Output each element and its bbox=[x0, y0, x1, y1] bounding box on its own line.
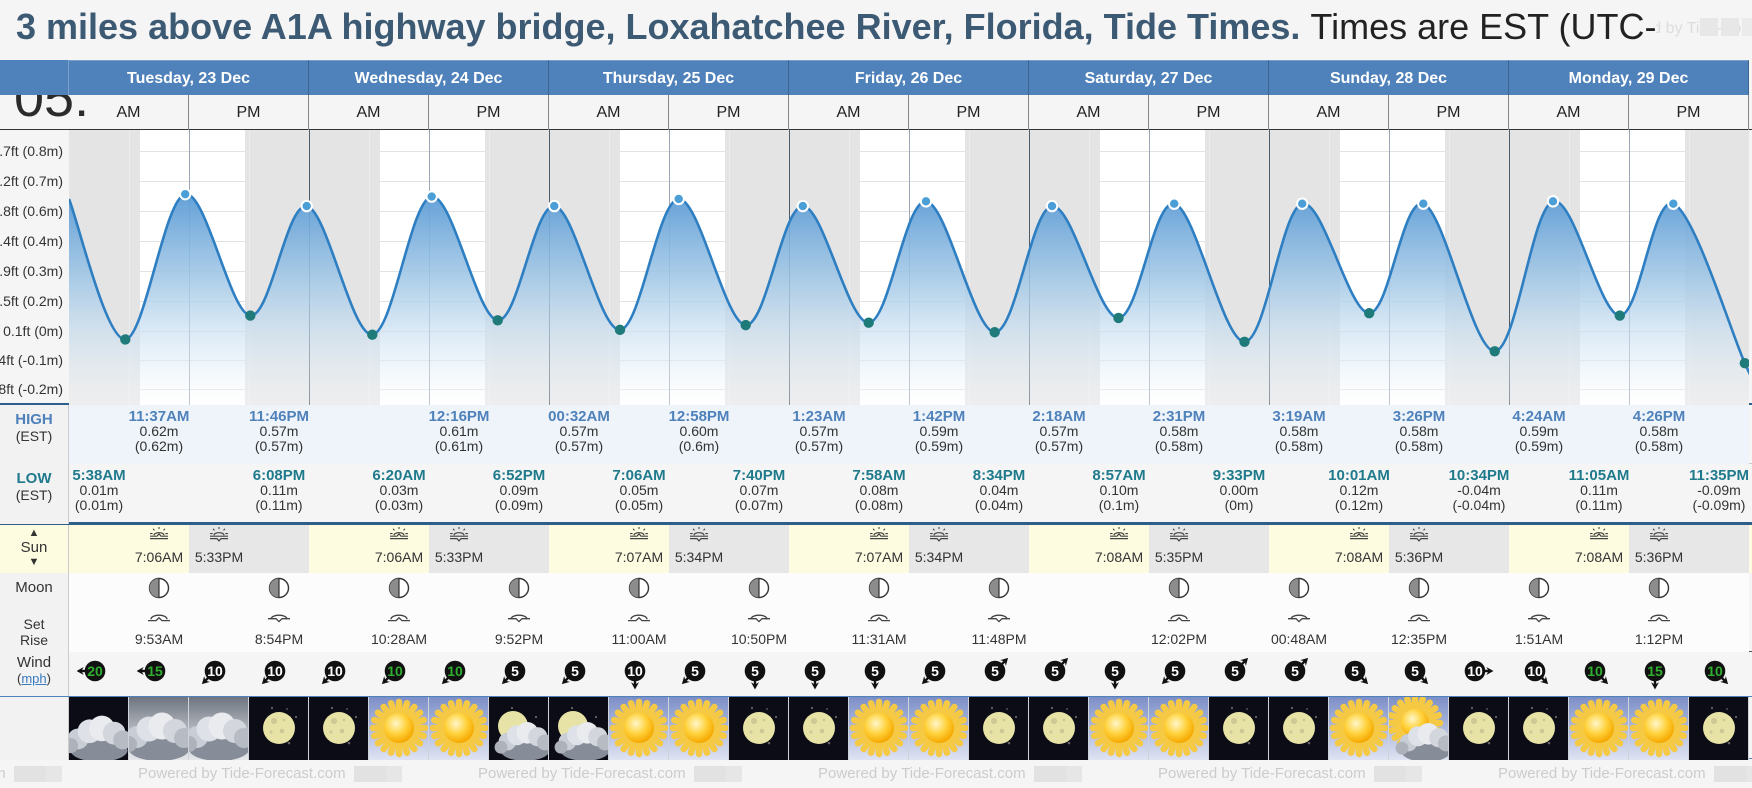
svg-text:5: 5 bbox=[1111, 663, 1119, 679]
svg-text:10: 10 bbox=[327, 663, 343, 679]
svg-text:10: 10 bbox=[627, 663, 643, 679]
svg-text:5: 5 bbox=[1051, 663, 1059, 679]
svg-text:20: 20 bbox=[87, 663, 103, 679]
svg-text:15: 15 bbox=[147, 663, 163, 679]
svg-text:10: 10 bbox=[207, 663, 223, 679]
svg-text:5: 5 bbox=[511, 663, 519, 679]
svg-text:10: 10 bbox=[447, 663, 463, 679]
svg-text:5: 5 bbox=[1411, 663, 1419, 679]
svg-text:5: 5 bbox=[691, 663, 699, 679]
svg-text:5: 5 bbox=[931, 663, 939, 679]
svg-text:5: 5 bbox=[1291, 663, 1299, 679]
svg-text:5: 5 bbox=[1171, 663, 1179, 679]
svg-text:5: 5 bbox=[1351, 663, 1359, 679]
svg-text:10: 10 bbox=[1587, 663, 1603, 679]
svg-text:5: 5 bbox=[751, 663, 759, 679]
svg-text:10: 10 bbox=[1467, 663, 1483, 679]
svg-text:5: 5 bbox=[1231, 663, 1239, 679]
svg-text:5: 5 bbox=[571, 663, 579, 679]
svg-text:10: 10 bbox=[387, 663, 403, 679]
svg-text:5: 5 bbox=[811, 663, 819, 679]
svg-text:5: 5 bbox=[991, 663, 999, 679]
svg-text:5: 5 bbox=[871, 663, 879, 679]
svg-text:10: 10 bbox=[1707, 663, 1723, 679]
svg-text:15: 15 bbox=[1647, 663, 1663, 679]
svg-text:10: 10 bbox=[267, 663, 283, 679]
svg-text:10: 10 bbox=[1527, 663, 1543, 679]
